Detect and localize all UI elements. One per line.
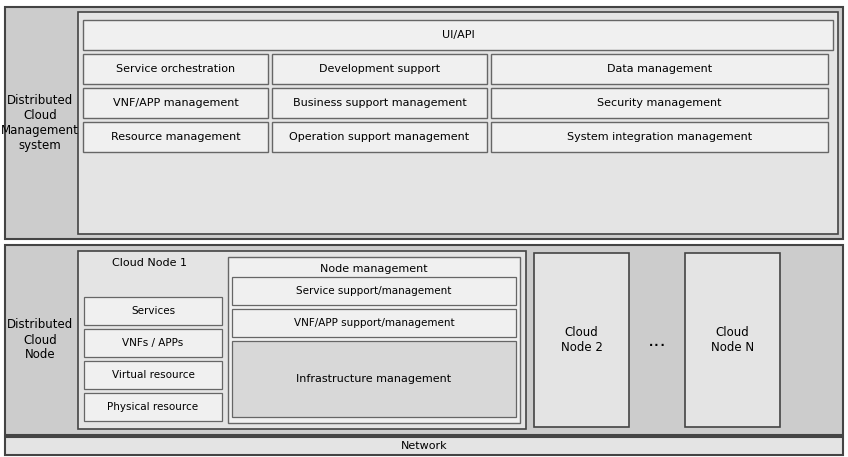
Text: Cloud
Node 2: Cloud Node 2	[561, 326, 602, 354]
Text: Cloud Node 1: Cloud Node 1	[113, 258, 187, 268]
Text: Distributed
Cloud
Node: Distributed Cloud Node	[7, 319, 73, 361]
Text: VNF/APP support/management: VNF/APP support/management	[293, 318, 455, 328]
Text: Business support management: Business support management	[293, 98, 466, 108]
Text: Network: Network	[401, 441, 447, 451]
Text: UI/API: UI/API	[442, 30, 474, 40]
Bar	[272, 88, 487, 118]
Bar	[5, 437, 843, 455]
Text: Service orchestration: Service orchestration	[116, 64, 235, 74]
Bar	[78, 251, 526, 429]
Bar	[83, 88, 268, 118]
Text: Distributed
Cloud
Management
system: Distributed Cloud Management system	[1, 94, 79, 152]
Text: Infrastructure management: Infrastructure management	[297, 374, 452, 384]
Text: Node management: Node management	[321, 264, 427, 274]
Bar	[83, 54, 268, 84]
Bar	[84, 361, 222, 389]
Bar	[491, 54, 828, 84]
Bar	[232, 277, 516, 305]
Bar	[5, 245, 843, 435]
Text: Data management: Data management	[607, 64, 712, 74]
Bar	[491, 88, 828, 118]
Text: Operation support management: Operation support management	[289, 132, 470, 142]
Text: Physical resource: Physical resource	[108, 402, 198, 412]
Bar	[228, 257, 520, 423]
Bar	[272, 122, 487, 152]
Text: System integration management: System integration management	[567, 132, 752, 142]
Text: Resource management: Resource management	[111, 132, 240, 142]
Bar	[534, 253, 629, 427]
Bar	[83, 20, 833, 50]
Text: Development support: Development support	[319, 64, 440, 74]
Text: Virtual resource: Virtual resource	[112, 370, 194, 380]
Bar	[5, 7, 843, 239]
Bar	[491, 122, 828, 152]
Text: Cloud
Node N: Cloud Node N	[711, 326, 754, 354]
Text: VNF/APP management: VNF/APP management	[113, 98, 238, 108]
Text: Services: Services	[131, 306, 175, 316]
Bar	[83, 122, 268, 152]
Bar	[84, 329, 222, 357]
Text: VNFs / APPs: VNFs / APPs	[122, 338, 184, 348]
Bar	[232, 341, 516, 417]
Bar	[84, 393, 222, 421]
Bar	[84, 297, 222, 325]
Text: ...: ...	[648, 330, 667, 350]
Bar	[232, 309, 516, 337]
Text: Security management: Security management	[597, 98, 722, 108]
Text: Service support/management: Service support/management	[296, 286, 452, 296]
Bar	[78, 12, 838, 234]
Bar	[685, 253, 780, 427]
Bar	[272, 54, 487, 84]
